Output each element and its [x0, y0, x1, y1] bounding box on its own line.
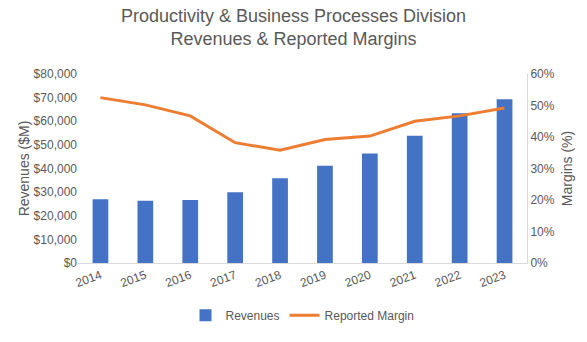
- svg-text:30%: 30%: [530, 162, 554, 176]
- svg-text:Revenues: Revenues: [226, 309, 280, 323]
- svg-text:2019: 2019: [298, 268, 328, 290]
- svg-text:10%: 10%: [530, 225, 554, 239]
- svg-text:$10,000: $10,000: [34, 233, 78, 247]
- svg-text:$30,000: $30,000: [34, 185, 78, 199]
- svg-text:2023: 2023: [478, 268, 508, 290]
- svg-text:60%: 60%: [530, 67, 554, 81]
- svg-text:40%: 40%: [530, 130, 554, 144]
- svg-text:$80,000: $80,000: [34, 67, 78, 81]
- svg-text:2015: 2015: [119, 268, 149, 290]
- svg-text:$50,000: $50,000: [34, 138, 78, 152]
- svg-text:2022: 2022: [433, 268, 463, 290]
- svg-text:0%: 0%: [530, 256, 548, 270]
- svg-text:50%: 50%: [530, 99, 554, 113]
- svg-text:$0: $0: [64, 256, 78, 270]
- svg-text:2016: 2016: [163, 268, 193, 290]
- svg-text:Productivity & Business Proces: Productivity & Business Processes Divisi…: [121, 6, 466, 49]
- svg-text:2021: 2021: [388, 268, 418, 290]
- svg-text:$40,000: $40,000: [34, 162, 78, 176]
- svg-text:2018: 2018: [253, 268, 283, 290]
- svg-text:$20,000: $20,000: [34, 209, 78, 223]
- svg-text:2014: 2014: [74, 268, 104, 290]
- svg-text:2017: 2017: [208, 268, 238, 290]
- svg-text:Revenues ($M): Revenues ($M): [16, 121, 32, 217]
- svg-text:2020: 2020: [343, 268, 373, 290]
- svg-text:20%: 20%: [530, 193, 554, 207]
- svg-text:Reported Margin: Reported Margin: [325, 309, 414, 323]
- svg-text:$70,000: $70,000: [34, 91, 78, 105]
- svg-text:$60,000: $60,000: [34, 114, 78, 128]
- svg-text:Margins (%): Margins (%): [559, 131, 575, 206]
